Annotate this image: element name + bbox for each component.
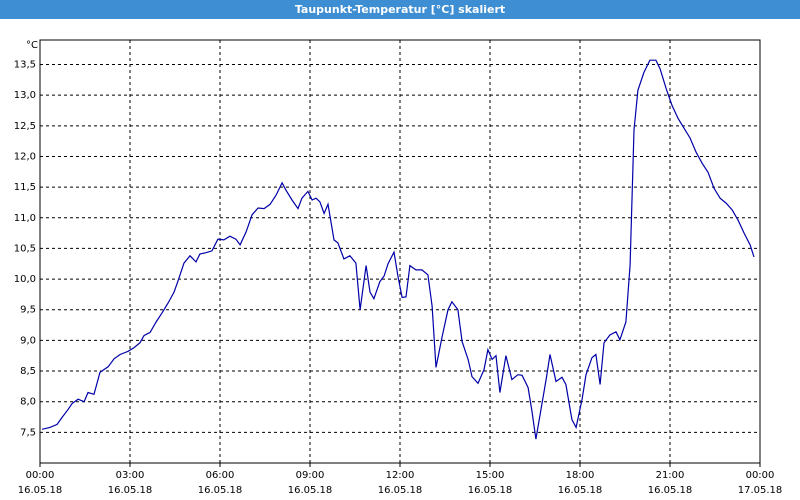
x-tick-label: 06:00 — [206, 470, 235, 481]
x-tick-label: 00:00 — [746, 470, 775, 481]
y-tick-label: 13,5 — [14, 60, 36, 71]
y-tick-label: 10,5 — [14, 243, 36, 254]
data-line — [41, 59, 755, 440]
y-tick-label: 9,0 — [20, 335, 36, 346]
x-tick-date: 16.05.18 — [468, 485, 513, 496]
y-tick-label: 9,5 — [20, 305, 36, 316]
y-axis-label: °C — [26, 40, 38, 51]
x-tick-date: 16.05.18 — [288, 485, 333, 496]
y-tick-label: 11,0 — [14, 213, 36, 224]
x-tick-label: 03:00 — [116, 470, 145, 481]
x-tick-label: 18:00 — [566, 470, 595, 481]
y-tick-label: 11,5 — [14, 182, 36, 193]
y-tick-label: 7,5 — [20, 427, 36, 438]
x-tick-date: 16.05.18 — [198, 485, 243, 496]
x-tick-date: 16.05.18 — [108, 485, 153, 496]
x-tick-label: 21:00 — [656, 470, 685, 481]
y-tick-label: 10,0 — [14, 274, 36, 285]
y-tick-label: 12,0 — [14, 151, 36, 162]
x-tick-date: 17.05.18 — [738, 485, 783, 496]
x-tick-label: 15:00 — [476, 470, 505, 481]
x-tick-label: 00:00 — [26, 470, 55, 481]
y-tick-label: 12,5 — [14, 121, 36, 132]
x-tick-date: 16.05.18 — [18, 485, 63, 496]
x-tick-label: 09:00 — [296, 470, 325, 481]
x-tick-date: 16.05.18 — [648, 485, 693, 496]
y-tick-label: 8,5 — [20, 366, 36, 377]
y-tick-label: 8,0 — [20, 397, 36, 408]
x-tick-label: 12:00 — [386, 470, 415, 481]
plot-frame — [39, 39, 761, 464]
title-bar: Taupunkt-Temperatur [°C] skaliert — [0, 0, 800, 19]
x-tick-date: 16.05.18 — [378, 485, 423, 496]
x-tick-date: 16.05.18 — [558, 485, 603, 496]
y-tick-label: 13,0 — [14, 90, 36, 101]
